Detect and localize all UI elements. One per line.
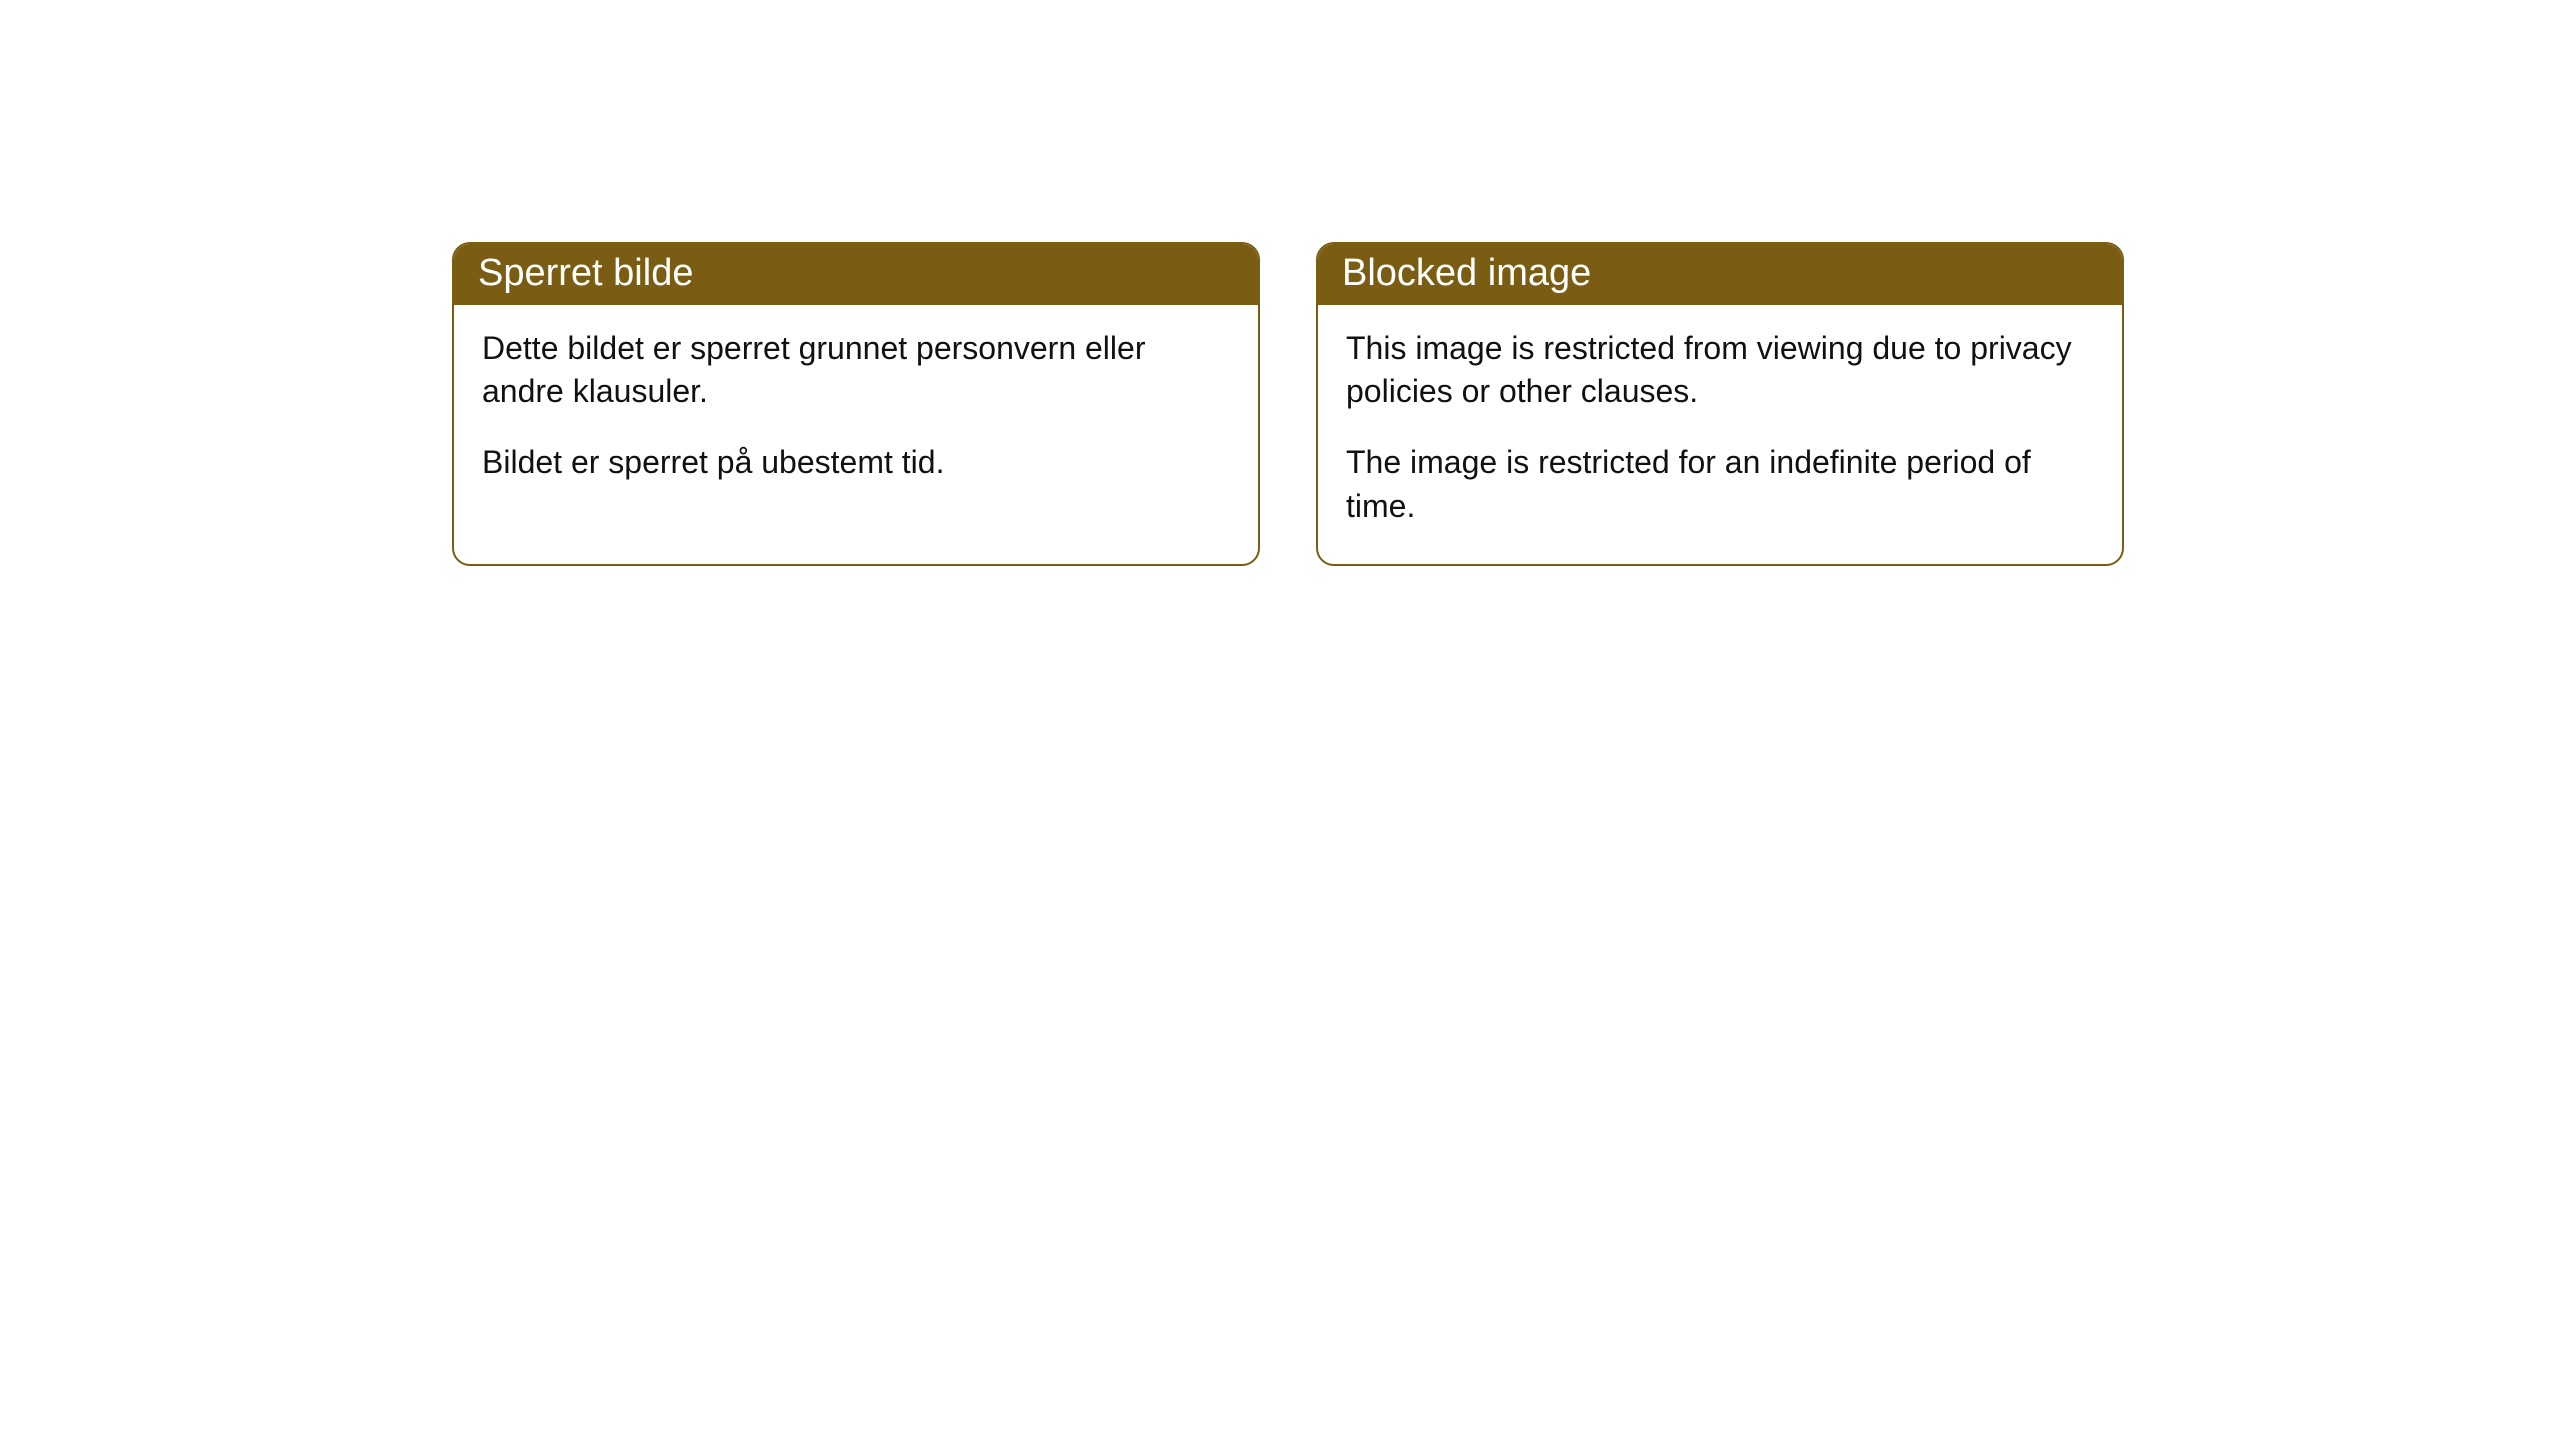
card-body: Dette bildet er sperret grunnet personve… [454, 305, 1258, 521]
card-header: Sperret bilde [454, 244, 1258, 305]
card-paragraph-2: The image is restricted for an indefinit… [1346, 441, 2094, 527]
notice-cards-container: Sperret bilde Dette bildet er sperret gr… [452, 242, 2124, 566]
card-paragraph-2: Bildet er sperret på ubestemt tid. [482, 441, 1230, 484]
notice-card-english: Blocked image This image is restricted f… [1316, 242, 2124, 566]
card-paragraph-1: Dette bildet er sperret grunnet personve… [482, 327, 1230, 413]
card-body: This image is restricted from viewing du… [1318, 305, 2122, 564]
card-header: Blocked image [1318, 244, 2122, 305]
card-paragraph-1: This image is restricted from viewing du… [1346, 327, 2094, 413]
notice-card-norwegian: Sperret bilde Dette bildet er sperret gr… [452, 242, 1260, 566]
